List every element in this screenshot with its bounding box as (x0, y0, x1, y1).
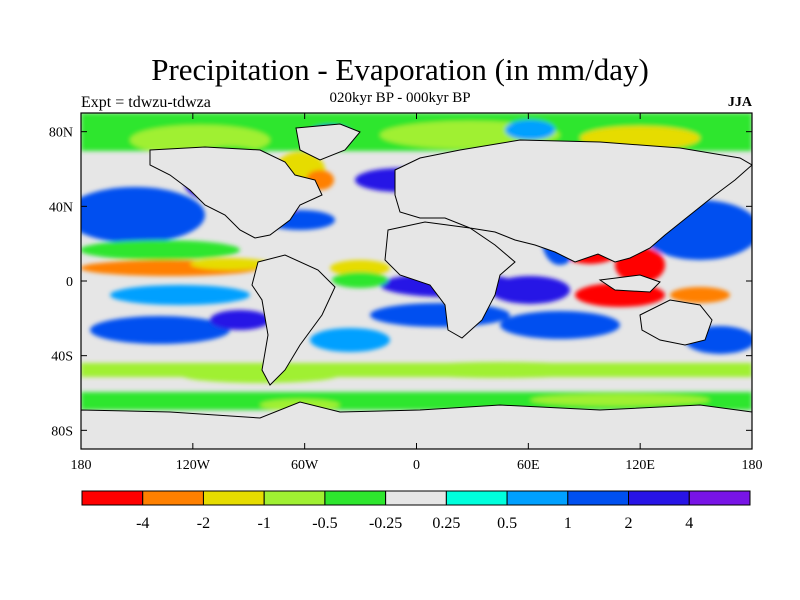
colorbar-label: -0.25 (369, 515, 402, 532)
colorbar-box (263, 490, 326, 506)
colorbar-label: 0.5 (497, 515, 517, 532)
landmass (149, 146, 323, 239)
x-tick-label: 180 (71, 458, 92, 473)
y-tick-label: 80S (51, 424, 73, 439)
y-tick-label: 80N (49, 126, 73, 141)
x-tick-label: 0 (413, 458, 420, 473)
colorbar-box (628, 490, 690, 506)
colorbar-box (202, 490, 265, 506)
field-region (332, 272, 388, 288)
field-region (90, 316, 230, 344)
field-region (190, 258, 270, 270)
field-region (490, 276, 570, 304)
colorbar-box (324, 490, 387, 506)
field-region (500, 311, 620, 339)
field-region (310, 328, 390, 352)
colorbar-label: -1 (258, 515, 271, 532)
landmass (639, 299, 713, 346)
colorbar: -4 -2 -1 -0.5 -0.25 0.25 0.5 1 2 4 (81, 490, 751, 532)
x-tick-label: 120E (625, 458, 655, 473)
colorbar-box (385, 490, 447, 506)
map-subtitle: 020kyr BP - 000kyr BP (329, 90, 471, 106)
colorbar-label: -2 (197, 515, 210, 532)
landmass (384, 221, 516, 339)
experiment-label: Expt = tdwzu-tdwza (81, 94, 211, 111)
field-region (81, 240, 240, 260)
map-plot-area (81, 113, 752, 449)
colorbar-box (506, 490, 569, 506)
map-title: Precipitation - Evaporation (in mm/day) (151, 52, 649, 87)
axis-ticks: 180 120W 60W 0 60E 120E 180 80N 40N 0 40S 80S (49, 113, 763, 473)
field-region (390, 362, 610, 378)
landmass (251, 254, 336, 386)
field-region (81, 187, 205, 243)
colorbar-box (688, 490, 751, 506)
landmass (394, 139, 752, 263)
landmass (81, 401, 752, 449)
x-tick-label: 180 (742, 458, 763, 473)
field-region (670, 287, 730, 303)
field-region (330, 260, 390, 276)
colorbar-label: 2 (625, 515, 633, 532)
y-tick-label: 0 (66, 275, 73, 290)
colorbar-label: -4 (136, 515, 149, 532)
x-tick-label: 60E (517, 458, 540, 473)
x-tick-label: 120W (176, 458, 211, 473)
coastlines (81, 123, 752, 449)
field-region (110, 285, 250, 305)
colorbar-label: 4 (685, 515, 693, 532)
field-region (530, 394, 710, 406)
field-region (210, 310, 270, 330)
y-tick-label: 40S (51, 350, 73, 365)
field-region (505, 120, 555, 140)
colorbar-box (445, 490, 508, 506)
landmass (598, 274, 661, 293)
x-tick-label: 60W (291, 458, 319, 473)
colorbar-box (142, 490, 204, 506)
colorbar-label: 0.25 (432, 515, 460, 532)
season-label: JJA (727, 95, 752, 110)
colorbar-box (567, 490, 630, 506)
field-region (180, 367, 340, 383)
colorbar-label: 1 (564, 515, 572, 532)
colorbar-label: -0.5 (312, 515, 337, 532)
landmass (295, 123, 361, 161)
colorbar-box (81, 490, 144, 506)
y-tick-label: 40N (49, 200, 73, 215)
